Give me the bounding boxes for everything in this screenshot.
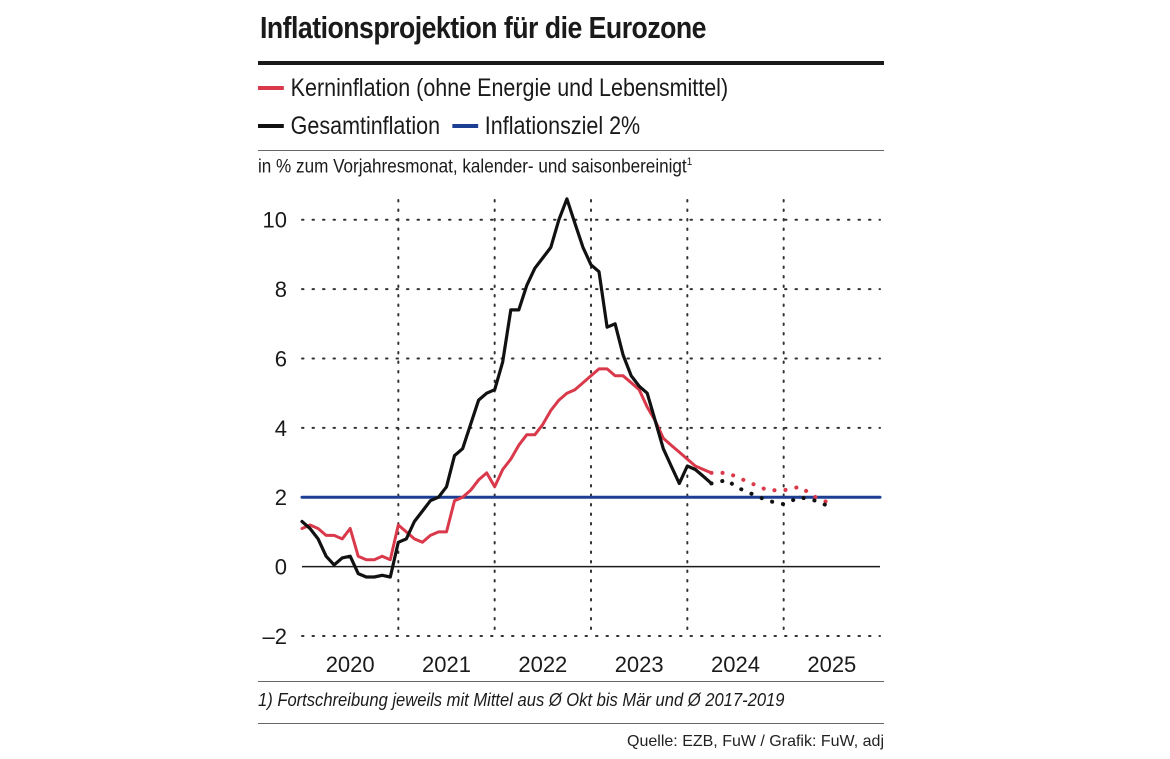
y-tick-label: 8 [275, 277, 287, 302]
x-tick-label: 2020 [326, 652, 375, 677]
source-rule [258, 723, 884, 724]
footnote: 1) Fortschreibung jeweils mit Mittel aus… [258, 690, 785, 710]
footnote-rule [258, 681, 884, 682]
legend-target: Inflationsziel 2% [452, 112, 640, 141]
legend-target-swatch [452, 124, 478, 128]
headline-line [300, 197, 713, 579]
x-tick-labels: 2020 2021 2022 2023 2024 2025 [326, 652, 857, 677]
legend-core: Kerninflation (ohne Energie und Lebensmi… [258, 74, 728, 103]
y-tick-label: 4 [275, 416, 287, 441]
y-tick-labels: 10 8 6 4 2 0 –2 [263, 208, 287, 649]
legend-row-2: Gesamtinflation Inflationsziel 2% [258, 110, 652, 142]
chart-title: Inflationsprojektion für die Eurozone [260, 10, 707, 45]
legend-target-label: Inflationsziel 2% [484, 111, 641, 140]
title-rule [258, 61, 884, 65]
y-tick-label: –2 [263, 624, 287, 649]
legend-row-1: Kerninflation (ohne Energie und Lebensmi… [258, 72, 740, 104]
y-tick-label: 6 [275, 346, 287, 371]
headline-series [300, 197, 834, 579]
unit-label: in % zum Vorjahresmonat, kalender- und s… [258, 156, 692, 178]
legend-rule [258, 150, 884, 151]
y-tick-label: 0 [275, 555, 287, 580]
unit-footnote-mark: 1 [686, 156, 693, 168]
x-tick-label: 2025 [807, 652, 856, 677]
x-tick-label: 2023 [615, 652, 664, 677]
unit-text: in % zum Vorjahresmonat, kalender- und s… [258, 156, 687, 178]
source-credit: Quelle: EZB, FuW / Grafik: FuW, adj [627, 733, 884, 750]
x-tick-label: 2022 [518, 652, 567, 677]
legend-headline: Gesamtinflation [258, 112, 440, 141]
x-gridlines [397, 199, 785, 637]
core-line [300, 367, 713, 562]
y-tick-label: 10 [263, 208, 287, 233]
headline-projection [709, 477, 834, 510]
legend-headline-label: Gesamtinflation [290, 111, 441, 140]
x-tick-label: 2021 [422, 652, 471, 677]
legend-core-swatch [258, 86, 284, 90]
legend-core-label: Kerninflation (ohne Energie und Lebensmi… [290, 73, 729, 102]
y-tick-label: 2 [275, 485, 287, 510]
legend-headline-swatch [258, 124, 284, 128]
core-series [300, 367, 834, 562]
x-tick-label: 2024 [711, 652, 760, 677]
